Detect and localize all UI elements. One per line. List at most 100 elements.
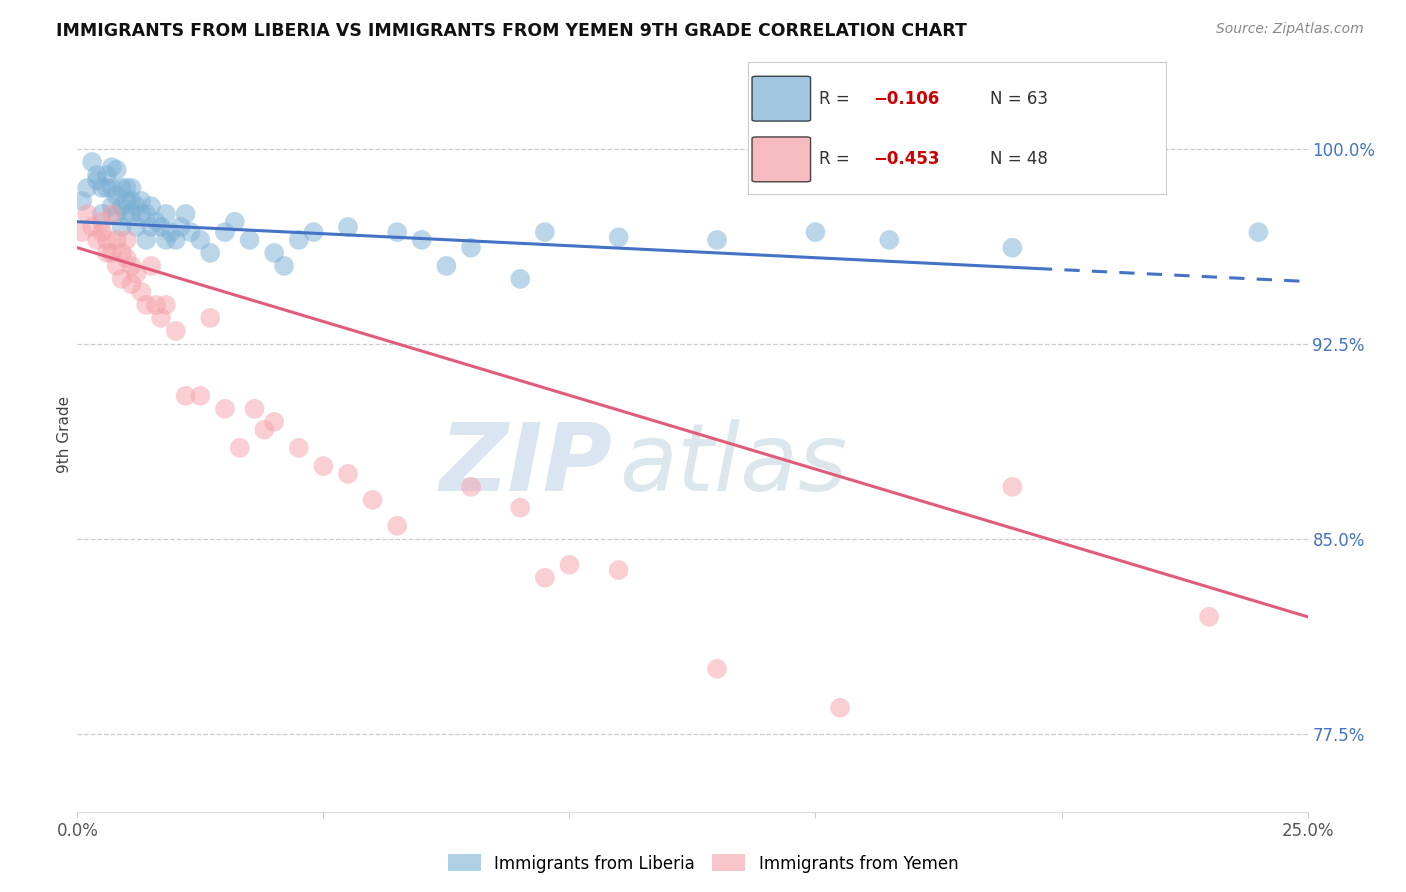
Point <box>76 181 98 195</box>
Point <box>141 199 163 213</box>
Point <box>534 225 557 239</box>
Point <box>273 259 295 273</box>
Point <box>180 225 202 239</box>
Point <box>155 233 177 247</box>
Point <box>135 298 157 312</box>
Point <box>150 219 173 234</box>
Point <box>288 441 311 455</box>
Point <box>105 259 128 273</box>
Point <box>90 207 114 221</box>
Point <box>111 181 132 195</box>
Point <box>706 662 728 676</box>
Point <box>312 458 335 473</box>
Point <box>90 215 114 229</box>
Point <box>1001 241 1024 255</box>
Point <box>200 310 222 325</box>
Point <box>1001 480 1024 494</box>
Point <box>460 241 482 255</box>
Point <box>131 194 153 208</box>
Point <box>86 168 108 182</box>
Point <box>170 219 193 234</box>
Point <box>121 194 143 208</box>
Point <box>145 298 167 312</box>
Point <box>105 233 128 247</box>
Point <box>76 207 98 221</box>
Point <box>90 225 114 239</box>
Point <box>101 181 124 195</box>
Point <box>190 389 212 403</box>
Point <box>115 233 138 247</box>
Point <box>70 194 93 208</box>
Point <box>111 246 132 260</box>
Point <box>125 267 148 281</box>
Y-axis label: 9th Grade: 9th Grade <box>56 396 72 474</box>
Point <box>141 219 163 234</box>
Point <box>101 199 124 213</box>
Point <box>155 207 177 221</box>
Point <box>121 259 143 273</box>
Point <box>125 219 148 234</box>
Point <box>804 225 827 239</box>
Point <box>155 298 177 312</box>
Point <box>96 168 118 182</box>
Point <box>121 277 143 292</box>
Point <box>706 233 728 247</box>
Point <box>1198 609 1220 624</box>
Point <box>135 233 157 247</box>
Point <box>224 215 246 229</box>
Point <box>131 285 153 299</box>
Point <box>190 233 212 247</box>
Point <box>82 219 104 234</box>
Point <box>534 571 557 585</box>
Text: ZIP: ZIP <box>440 419 613 511</box>
Point <box>150 310 173 325</box>
Point <box>830 700 852 714</box>
Point <box>558 558 581 572</box>
Point <box>101 207 124 221</box>
Point <box>165 233 187 247</box>
Point <box>105 162 128 177</box>
Point <box>115 207 138 221</box>
Point <box>86 233 108 247</box>
Point <box>125 199 148 213</box>
Point <box>135 207 157 221</box>
Point <box>436 259 458 273</box>
Point <box>509 500 531 515</box>
Point <box>111 199 132 213</box>
Point <box>111 219 132 234</box>
Point <box>101 246 124 260</box>
Point <box>607 230 630 244</box>
Point <box>174 207 197 221</box>
Point <box>82 155 104 169</box>
Point <box>263 246 285 260</box>
Point <box>460 480 482 494</box>
Point <box>145 215 167 229</box>
Point <box>86 173 108 187</box>
Point <box>115 251 138 265</box>
Point <box>115 181 138 195</box>
Point <box>229 441 252 455</box>
Point <box>243 401 266 416</box>
Point <box>165 324 187 338</box>
Point <box>70 225 93 239</box>
Point <box>411 233 433 247</box>
Point <box>96 181 118 195</box>
Point <box>879 233 901 247</box>
Text: Source: ZipAtlas.com: Source: ZipAtlas.com <box>1216 22 1364 37</box>
Point <box>288 233 311 247</box>
Point <box>111 272 132 286</box>
Point <box>105 207 128 221</box>
Point <box>387 225 409 239</box>
Text: atlas: atlas <box>619 419 846 510</box>
Point <box>1247 225 1270 239</box>
Point <box>361 492 384 507</box>
Point <box>509 272 531 286</box>
Point <box>214 225 236 239</box>
Point <box>105 188 128 202</box>
Point <box>263 415 285 429</box>
Point <box>302 225 325 239</box>
Point <box>96 246 118 260</box>
Text: IMMIGRANTS FROM LIBERIA VS IMMIGRANTS FROM YEMEN 9TH GRADE CORRELATION CHART: IMMIGRANTS FROM LIBERIA VS IMMIGRANTS FR… <box>56 22 967 40</box>
Point <box>121 207 143 221</box>
Point <box>90 181 114 195</box>
